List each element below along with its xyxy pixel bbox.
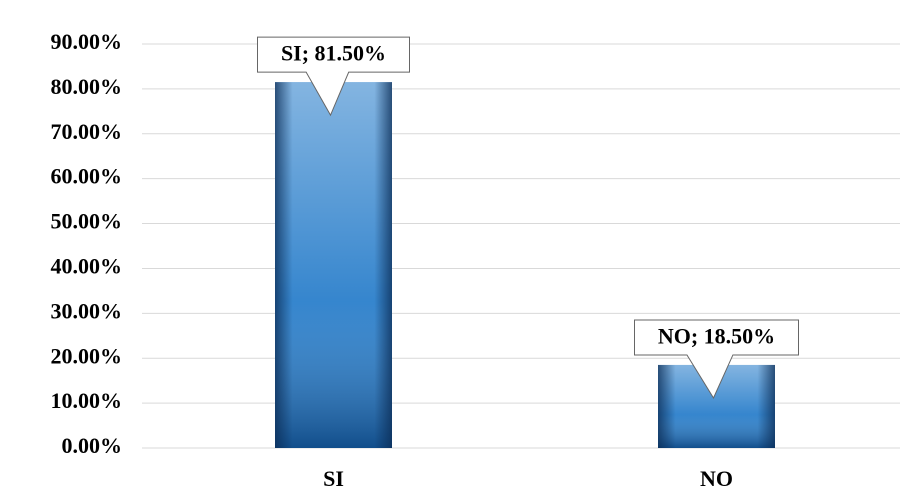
y-tick-label: 20.00%: [51, 343, 123, 368]
x-tick-label: SI: [323, 466, 344, 491]
callout-box: [257, 36, 410, 117]
y-tick-label: 40.00%: [51, 253, 123, 278]
y-tick-label: 30.00%: [51, 298, 123, 323]
y-tick-label: 10.00%: [51, 388, 123, 413]
y-tick-label: 80.00%: [51, 74, 123, 99]
x-tick-label: NO: [700, 466, 733, 491]
y-tick-label: 50.00%: [51, 209, 123, 234]
y-tick-label: 70.00%: [51, 119, 123, 144]
y-tick-label: 0.00%: [62, 433, 123, 458]
bar-shade: [275, 82, 392, 449]
y-tick-label: 90.00%: [51, 29, 123, 54]
y-tick-label: 60.00%: [51, 164, 123, 189]
data-label: SI; 81.50%: [281, 41, 386, 66]
callout-box: [634, 319, 799, 400]
data-label: NO; 18.50%: [658, 324, 775, 349]
